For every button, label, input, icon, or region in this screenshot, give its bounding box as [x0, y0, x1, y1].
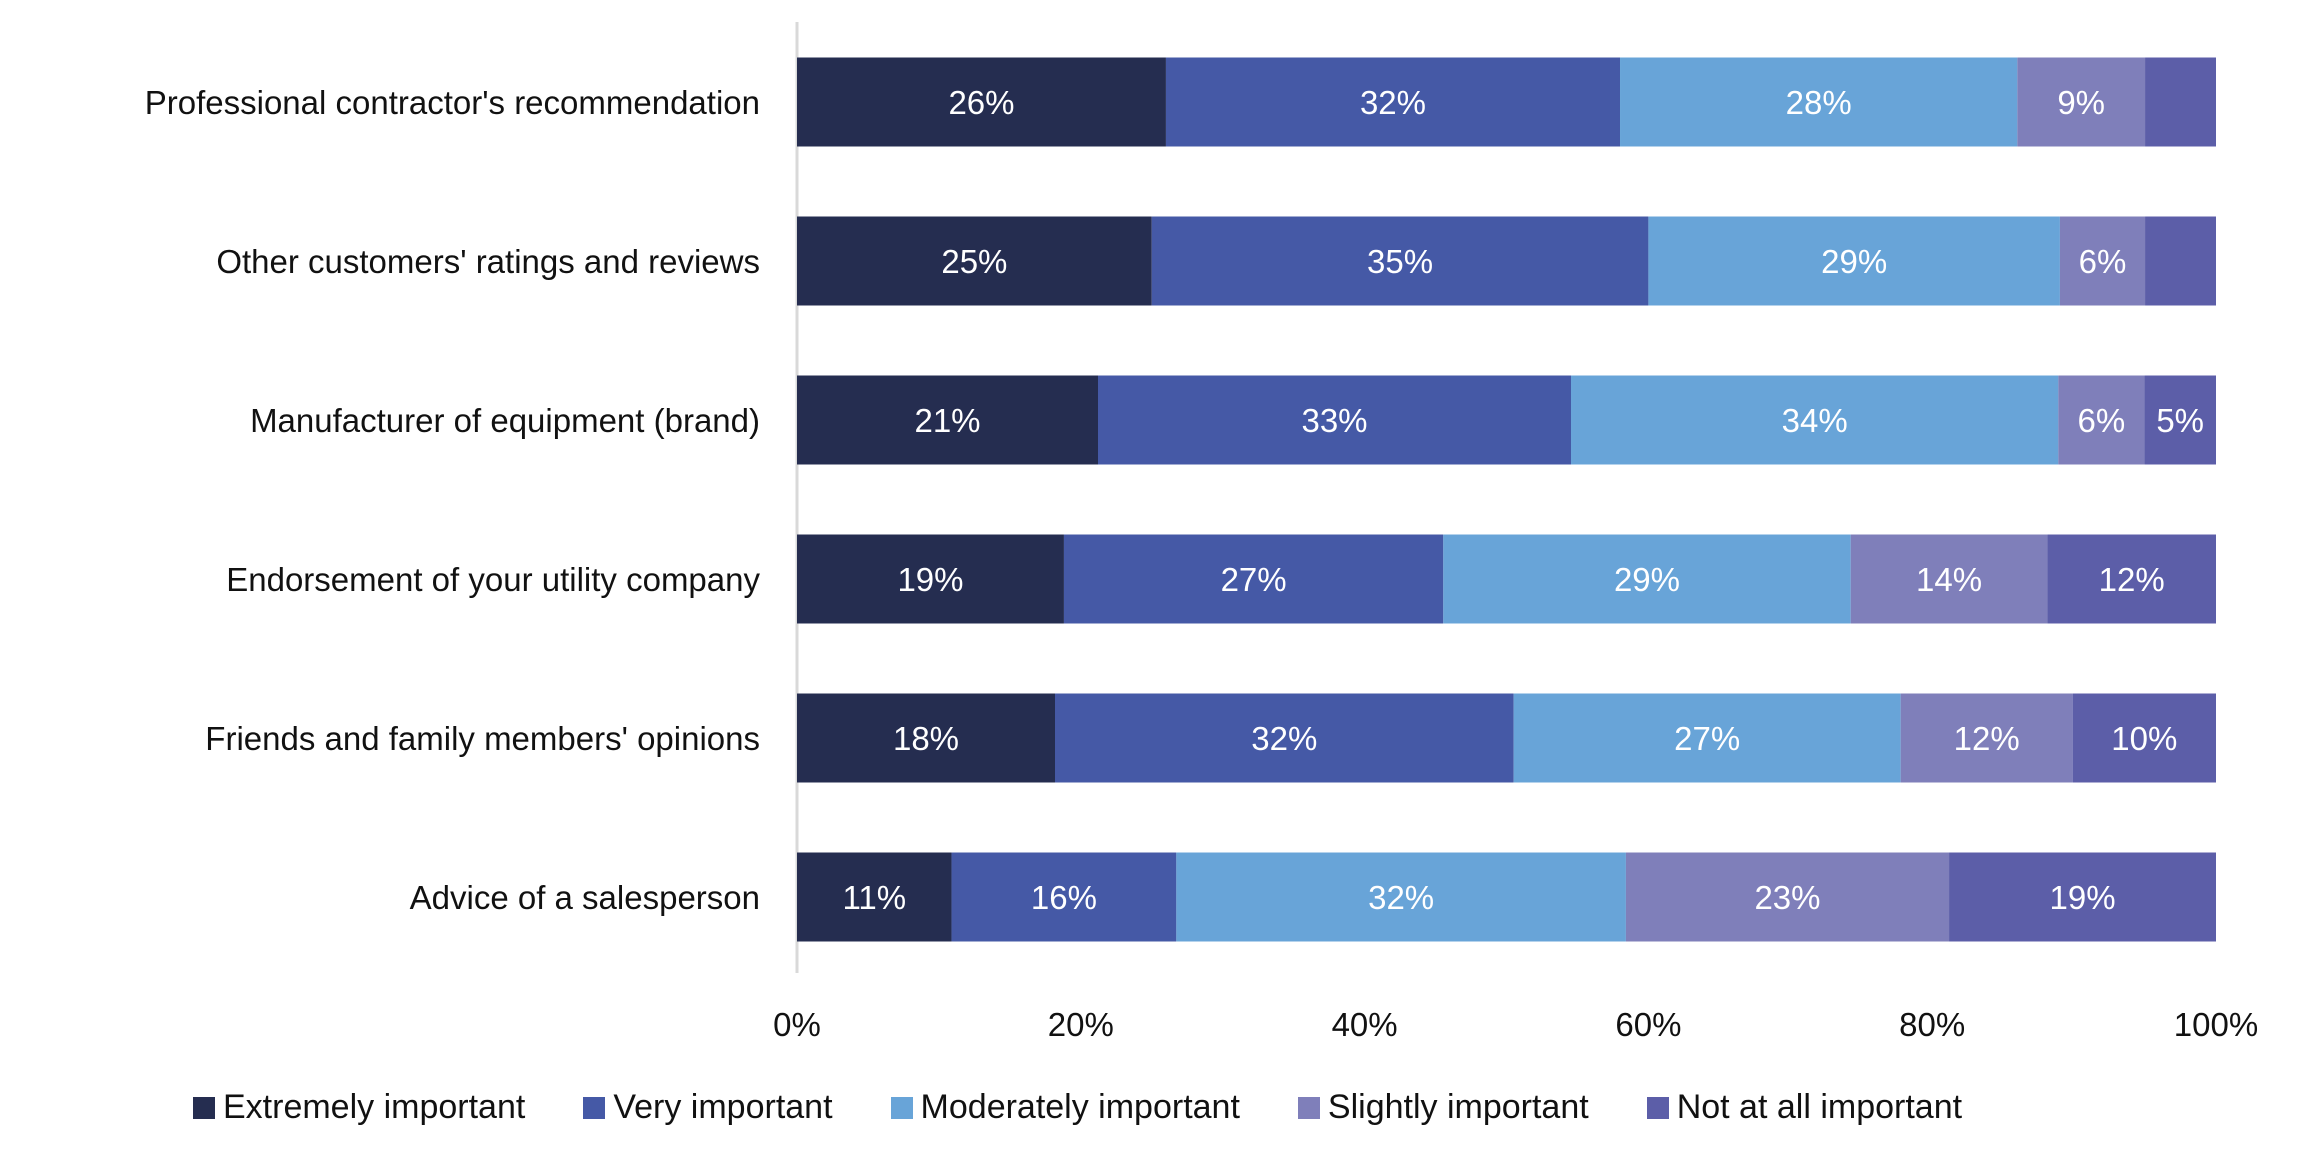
legend-item: Very important	[583, 1088, 833, 1127]
data-label: 34%	[1782, 402, 1848, 439]
data-label: 27%	[1674, 720, 1740, 757]
bar-segment	[1949, 852, 2216, 942]
data-label: 6%	[2079, 243, 2127, 280]
bar-segment	[1151, 216, 1649, 306]
x-tick-label: 20%	[1048, 1006, 1114, 1043]
bar-segment	[1063, 534, 1444, 624]
category-label: Advice of a salesperson	[410, 879, 760, 916]
bar-segment	[2047, 534, 2216, 624]
x-tick-label: 0%	[773, 1006, 821, 1043]
bar-segment	[1900, 693, 2073, 783]
bar-segment	[1571, 375, 2059, 465]
bar-segment	[797, 693, 1055, 783]
legend-item: Not at all important	[1646, 1088, 1963, 1127]
bar-segment	[1513, 693, 1901, 783]
legend-label: Slightly important	[1327, 1088, 1589, 1126]
legend-swatch	[583, 1096, 606, 1119]
data-label: 10%	[2111, 720, 2177, 757]
bar-segment	[1620, 57, 2018, 147]
bar-segment	[797, 534, 1064, 624]
data-label: 26%	[948, 84, 1014, 121]
bar-segment	[1648, 216, 2060, 306]
bar-segment	[1098, 375, 1571, 465]
legend-swatch	[890, 1096, 913, 1119]
legend-swatch	[1297, 1096, 1320, 1119]
data-label: 12%	[2099, 561, 2165, 598]
bar-segment	[2144, 375, 2216, 465]
bar-segment	[797, 57, 1166, 147]
data-label: 35%	[1367, 243, 1433, 280]
data-label: 32%	[1360, 84, 1426, 121]
legend-label: Not at all important	[1676, 1088, 1963, 1126]
data-label: 18%	[893, 720, 959, 757]
category-label: Friends and family members' opinions	[205, 720, 760, 757]
data-label: 16%	[1031, 879, 1097, 916]
data-label: 11%	[842, 879, 906, 916]
bar-segment	[1176, 852, 1626, 942]
category-label: Professional contractor's recommendation	[145, 84, 760, 121]
bar-segment	[1850, 534, 2048, 624]
bar-segment	[2017, 57, 2146, 147]
bar-segment	[951, 852, 1177, 942]
bar-segment	[1055, 693, 1514, 783]
data-label: 5%	[2156, 402, 2204, 439]
legend-label: Extremely important	[223, 1088, 526, 1126]
bar-segment	[1165, 57, 1621, 147]
data-label: 6%	[2077, 402, 2125, 439]
bar-segment	[2072, 693, 2216, 783]
data-label: 19%	[2049, 879, 2115, 916]
bar-segment	[1443, 534, 1851, 624]
data-label: 32%	[1368, 879, 1434, 916]
legend-label: Moderately important	[920, 1088, 1240, 1126]
bar-segment	[1625, 852, 1950, 942]
bar-segment	[797, 852, 952, 942]
data-label: 29%	[1821, 243, 1887, 280]
bar-segment	[2145, 57, 2216, 147]
x-tick-label: 60%	[1615, 1006, 1681, 1043]
bar-segment	[2145, 216, 2216, 306]
legend-swatch	[1646, 1096, 1669, 1119]
data-label: 12%	[1954, 720, 2020, 757]
data-label: 9%	[2057, 84, 2105, 121]
data-label: 19%	[897, 561, 963, 598]
data-label: 23%	[1754, 879, 1820, 916]
data-label: 14%	[1916, 561, 1982, 598]
legend-label: Very important	[613, 1088, 833, 1126]
legend-item: Moderately important	[890, 1088, 1240, 1127]
bar-segment	[2058, 375, 2145, 465]
category-label: Manufacturer of equipment (brand)	[250, 402, 760, 439]
category-label: Other customers' ratings and reviews	[216, 243, 760, 280]
legend-swatch	[193, 1096, 215, 1119]
data-label: 29%	[1614, 561, 1680, 598]
x-tick-label: 80%	[1899, 1006, 1965, 1043]
bar-segment	[2059, 216, 2146, 306]
data-label: 32%	[1251, 720, 1317, 757]
data-label: 28%	[1786, 84, 1852, 121]
data-label: 21%	[914, 402, 980, 439]
legend-item: Slightly important	[1297, 1088, 1589, 1127]
category-label: Endorsement of your utility company	[226, 561, 760, 598]
legend-item: Extremely important	[193, 1088, 525, 1127]
data-label: 27%	[1221, 561, 1287, 598]
data-label: 33%	[1301, 402, 1367, 439]
bar-segment	[797, 375, 1098, 465]
x-tick-label: 100%	[2174, 1006, 2258, 1043]
x-tick-label: 40%	[1332, 1006, 1398, 1043]
data-label: 25%	[941, 243, 1007, 280]
legend: Extremely important Very important Moderat…	[193, 1088, 1962, 1127]
bar-segment	[797, 216, 1152, 306]
